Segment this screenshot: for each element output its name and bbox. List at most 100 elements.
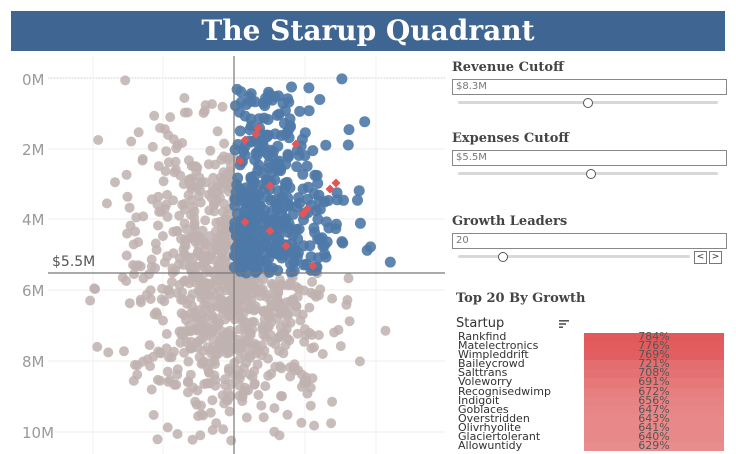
- startup-point: [147, 141, 158, 152]
- startup-point: [159, 296, 170, 307]
- top-growth-marker: [240, 135, 250, 145]
- startup-point: [265, 330, 276, 341]
- table-row[interactable]: Goblaces 647%: [456, 402, 726, 416]
- startup-point: [202, 330, 213, 340]
- leader-point: [235, 86, 247, 98]
- growth-value: 721%: [638, 357, 670, 371]
- growth-color-cell: [584, 414, 724, 424]
- top-growth-table-title: Top 20 By Growth: [456, 291, 586, 306]
- startup-point: [289, 359, 300, 370]
- growth-slider-track[interactable]: [458, 255, 690, 258]
- table-row[interactable]: Wimpleddrift 769%: [456, 349, 726, 361]
- startup-column-header[interactable]: Startup: [456, 316, 505, 331]
- growth-color-cell: [584, 442, 724, 452]
- leader-point: [271, 204, 283, 216]
- growth-leaders-input[interactable]: 20: [452, 233, 727, 249]
- leader-point: [337, 237, 349, 249]
- startup-point: [269, 403, 280, 414]
- leader-point: [354, 217, 366, 229]
- startup-point: [275, 321, 286, 332]
- leader-point: [322, 195, 334, 206]
- startup-point: [132, 360, 143, 371]
- startup-point: [174, 210, 185, 221]
- growth-increment-button[interactable]: >: [709, 251, 722, 264]
- startup-point: [146, 384, 157, 395]
- revenue-cutoff-input[interactable]: $8.3M: [452, 79, 727, 95]
- table-row[interactable]: Salttrans 708%: [456, 366, 726, 380]
- startup-point: [178, 179, 189, 190]
- startup-point: [241, 412, 252, 423]
- top-growth-marker: [331, 178, 341, 188]
- leader-point: [229, 144, 241, 156]
- growth-color-cell: [584, 433, 724, 443]
- startup-point: [343, 273, 354, 284]
- startup-point: [145, 361, 156, 372]
- startup-point: [121, 250, 132, 261]
- startup-name: Overstridden: [458, 411, 530, 425]
- table-row[interactable]: Matelectronics 776%: [456, 340, 726, 352]
- top-growth-marker: [281, 241, 291, 251]
- leader-point: [269, 91, 281, 102]
- leader-point: [294, 105, 306, 117]
- top-growth-marker: [235, 156, 245, 166]
- startup-point: [204, 378, 215, 389]
- revenue-slider-thumb[interactable]: [583, 98, 593, 108]
- leader-point: [352, 194, 363, 206]
- growth-color-cell: [584, 360, 724, 370]
- startup-point: [217, 101, 228, 112]
- table-row[interactable]: Baileycrowd 721%: [456, 357, 726, 371]
- table-row[interactable]: Rankfind 784%: [456, 331, 726, 343]
- startup-point: [186, 161, 197, 171]
- table-row[interactable]: Glaciertolerant 640%: [456, 431, 726, 443]
- quadrant-scatter-plot[interactable]: 0M 2M 4M 6M 8M 10M $5.5M: [0, 56, 445, 454]
- table-row[interactable]: Allowuntidy 629%: [456, 440, 726, 452]
- leader-point: [265, 247, 277, 259]
- growth-slider-thumb[interactable]: [498, 252, 508, 262]
- startup-point: [196, 400, 206, 411]
- growth-decrement-button[interactable]: <: [694, 251, 707, 264]
- startup-point: [198, 108, 209, 118]
- startup-point: [217, 231, 228, 242]
- leader-point: [258, 112, 270, 124]
- startup-name: Salttrans: [458, 366, 508, 380]
- sort-icon[interactable]: [559, 319, 569, 329]
- leader-point: [249, 96, 261, 108]
- growth-color-cell: [584, 396, 724, 406]
- leader-point: [342, 139, 354, 151]
- startup-point: [266, 278, 277, 289]
- table-row[interactable]: Voleworry 691%: [456, 376, 726, 388]
- leader-point: [264, 232, 276, 244]
- startup-point: [164, 288, 175, 299]
- table-row[interactable]: Recognisedwimp 672%: [456, 385, 726, 397]
- leader-point: [309, 227, 321, 238]
- table-row[interactable]: Olivrhyolite 641%: [456, 420, 726, 434]
- expenses-slider-thumb[interactable]: [586, 169, 596, 179]
- startup-point: [144, 340, 155, 351]
- scatter-canvas[interactable]: [0, 56, 445, 454]
- startup-point: [205, 407, 216, 418]
- startup-point: [313, 330, 324, 341]
- startup-point: [203, 159, 214, 170]
- top-growth-marker: [298, 209, 308, 219]
- table-row[interactable]: Indigoit 656%: [456, 394, 726, 406]
- startup-point: [168, 195, 179, 206]
- startup-point: [310, 291, 321, 302]
- leader-point: [244, 124, 256, 136]
- startup-point: [240, 323, 251, 334]
- expenses-cutoff-input[interactable]: $5.5M: [452, 150, 727, 166]
- startup-point: [219, 398, 230, 409]
- title-banner: The Starup Quadrant: [11, 11, 725, 51]
- leader-point: [247, 209, 259, 221]
- table-row[interactable]: Overstridden 643%: [456, 411, 726, 425]
- growth-value: 708%: [638, 366, 670, 380]
- startup-point: [187, 289, 198, 300]
- startup-point: [162, 366, 173, 377]
- startup-point: [122, 191, 133, 202]
- startup-point: [93, 135, 104, 145]
- top-growth-marker: [325, 184, 335, 194]
- startup-name: Goblaces: [458, 402, 509, 416]
- y-tick-8m: 8M: [22, 353, 45, 371]
- startup-point: [126, 136, 137, 147]
- startup-point: [168, 134, 179, 145]
- growth-value: 641%: [638, 420, 670, 434]
